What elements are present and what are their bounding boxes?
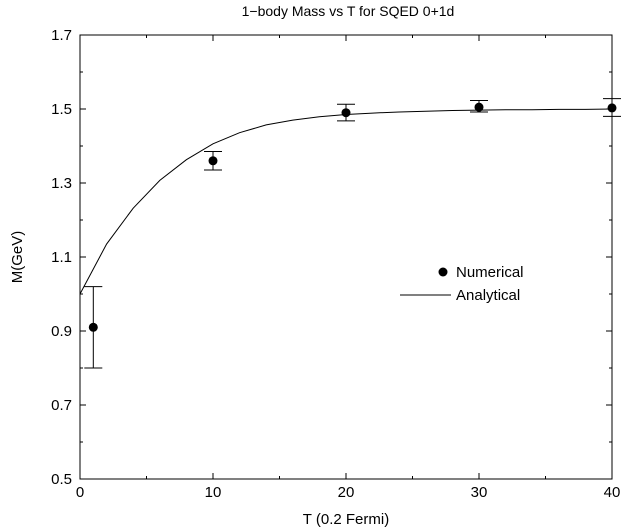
x-axis-label: T (0.2 Fermi) bbox=[303, 511, 389, 528]
x-tick-label: 0 bbox=[76, 484, 84, 501]
numerical-series bbox=[84, 98, 621, 369]
numerical-point bbox=[474, 102, 484, 112]
numerical-point bbox=[341, 108, 351, 118]
x-tick-label: 20 bbox=[338, 484, 355, 501]
y-tick-label: 1.3 bbox=[51, 175, 72, 192]
y-tick-label: 1.1 bbox=[51, 249, 72, 266]
plot-frame bbox=[79, 34, 613, 480]
y-tick-label: 1.5 bbox=[51, 101, 72, 118]
x-tick-label: 10 bbox=[205, 484, 222, 501]
x-tick-label: 30 bbox=[471, 484, 488, 501]
numerical-point bbox=[607, 103, 617, 113]
y-tick-label: 0.7 bbox=[51, 397, 72, 414]
legend-label-numerical: Numerical bbox=[456, 264, 524, 281]
legend: Numerical Analytical bbox=[400, 264, 524, 304]
y-tick-label: 1.7 bbox=[51, 27, 72, 44]
legend-label-analytical: Analytical bbox=[456, 287, 520, 304]
chart-title: 1−body Mass vs T for SQED 0+1d bbox=[242, 3, 455, 19]
axis-tick-labels: 0 10 20 30 40 0.5 0.7 0.9 1.1 1.3 1.5 1.7 bbox=[51, 27, 620, 501]
analytical-series bbox=[79, 108, 613, 295]
x-tick-label: 40 bbox=[604, 484, 621, 501]
numerical-point bbox=[208, 156, 218, 166]
axis-ticks bbox=[79, 34, 613, 480]
y-tick-label: 0.9 bbox=[51, 323, 72, 340]
y-tick-label: 0.5 bbox=[51, 471, 72, 488]
analytical-line bbox=[79, 108, 613, 295]
legend-marker-numerical bbox=[438, 267, 448, 277]
numerical-point bbox=[88, 322, 98, 332]
y-axis-label: M(GeV) bbox=[9, 231, 26, 284]
